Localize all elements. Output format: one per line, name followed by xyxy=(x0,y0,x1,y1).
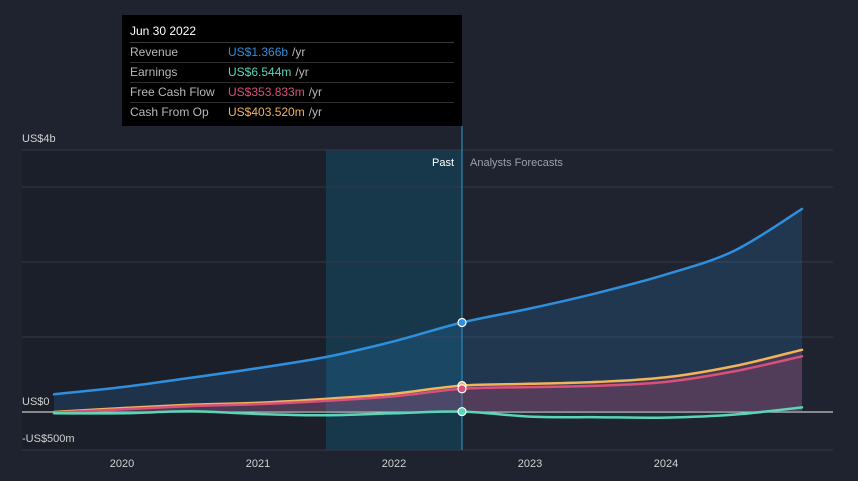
x-tick-label: 2022 xyxy=(382,458,406,470)
x-tick-label: 2021 xyxy=(246,458,270,470)
series-area-cash-from-op xyxy=(54,349,802,412)
tooltip-unit: /yr xyxy=(308,85,323,99)
forecast-label: Analysts Forecasts xyxy=(470,157,563,169)
tooltip-unit: /yr xyxy=(292,45,306,59)
marker-earnings xyxy=(457,406,467,417)
tooltip-date: Jun 30 2022 xyxy=(130,23,454,43)
tooltip-value: US$6.544m xyxy=(228,65,292,79)
series-area-earnings xyxy=(54,407,802,418)
series-area-free-cash-flow xyxy=(54,356,802,413)
tooltip-row-free-cash-flow: Free Cash Flow US$353.833m /yr xyxy=(130,83,454,103)
series-line-free-cash-flow xyxy=(52,355,804,414)
marker-free-cash-flow xyxy=(457,384,467,394)
tooltip-row-revenue: Revenue US$1.366b /yr xyxy=(130,43,454,63)
tooltip-row-earnings: Earnings US$6.544m /yr xyxy=(130,63,454,83)
tooltip-value: US$1.366b xyxy=(228,45,289,59)
x-tick-label: 2024 xyxy=(654,458,678,470)
past-label: Past xyxy=(432,157,454,169)
tooltip-value: US$403.520m xyxy=(228,105,305,119)
x-tick-label: 2023 xyxy=(518,458,542,470)
y-tick-bottom: -US$500m xyxy=(22,433,75,445)
tooltip-value: US$353.833m xyxy=(228,85,305,99)
series-area-revenue xyxy=(54,208,802,412)
y-tick-zero: US$0 xyxy=(22,396,50,408)
tooltip: Jun 30 2022 Revenue US$1.366b /yr Earnin… xyxy=(122,15,462,126)
tooltip-label: Revenue xyxy=(130,45,179,59)
series-line-earnings xyxy=(52,406,804,419)
tooltip-row-cash-from-op: Cash From Op US$403.520m /yr xyxy=(130,103,454,122)
tooltip-label: Free Cash Flow xyxy=(130,85,215,99)
series-line-cash-from-op xyxy=(52,348,804,414)
x-tick-label: 2020 xyxy=(110,458,134,470)
tooltip-label: Earnings xyxy=(130,65,178,79)
tooltip-label: Cash From Op xyxy=(130,105,209,119)
y-tick-top: US$4b xyxy=(22,133,56,145)
past-background xyxy=(22,150,326,450)
tooltip-unit: /yr xyxy=(295,65,309,79)
marker-revenue xyxy=(457,317,467,328)
series-line-revenue xyxy=(52,207,804,396)
tooltip-unit: /yr xyxy=(308,105,323,119)
